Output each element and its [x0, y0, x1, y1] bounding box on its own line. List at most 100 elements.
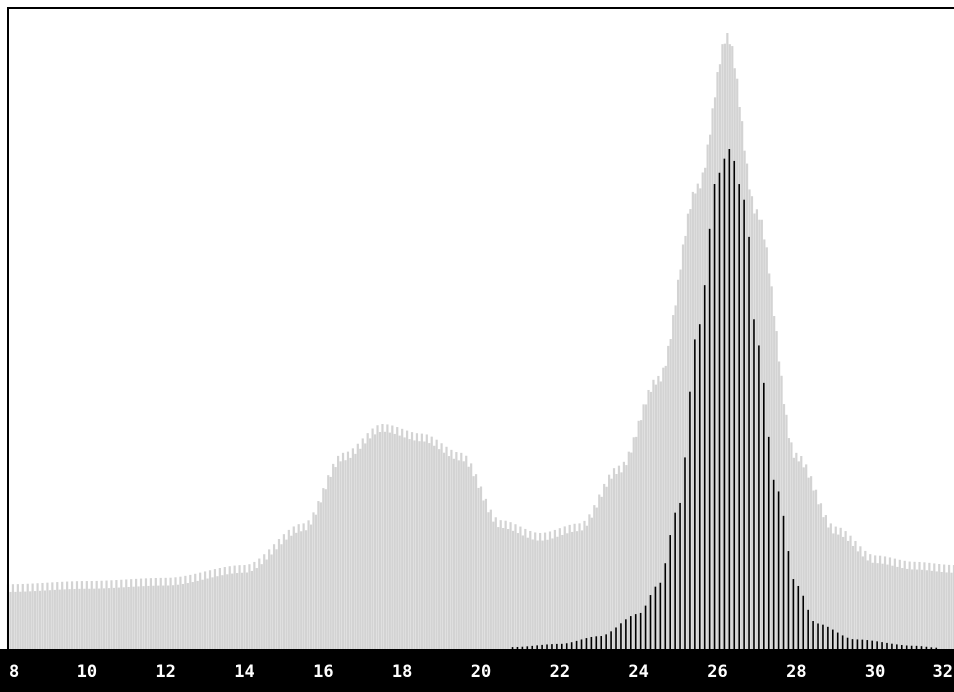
bar-all: [617, 465, 621, 649]
bar-all: [553, 529, 557, 649]
bar-selected: [812, 621, 814, 649]
bar-selected: [856, 639, 859, 649]
bar-all: [583, 520, 586, 649]
bar-all: [263, 554, 266, 649]
bar-selected: [767, 436, 770, 649]
bar-all: [608, 474, 611, 649]
bar-all: [127, 586, 130, 649]
bar-all: [600, 496, 603, 649]
bar-all: [139, 578, 143, 649]
bar-all: [250, 570, 253, 649]
bar-all: [745, 163, 749, 649]
bar-all: [588, 514, 591, 649]
bar-all: [304, 530, 308, 649]
bar-selected: [792, 579, 795, 649]
bar-selected: [511, 647, 514, 649]
bar-all: [667, 345, 670, 649]
bar-all: [63, 589, 66, 649]
bar-all: [265, 559, 268, 649]
bar-all: [819, 503, 823, 649]
x-tick-label: 20: [471, 662, 491, 682]
bar-selected: [930, 647, 933, 649]
bar-all: [642, 404, 645, 649]
x-tick-label: 24: [628, 662, 648, 682]
bar-all: [484, 498, 488, 649]
bar-selected: [585, 638, 588, 649]
bar-selected: [910, 645, 913, 649]
bar-all: [489, 509, 492, 649]
bar-all: [883, 556, 887, 649]
bar-selected: [610, 631, 612, 649]
bar-all: [849, 535, 852, 649]
bar-all: [519, 526, 522, 649]
bar-selected: [689, 391, 691, 649]
bar-selected: [541, 644, 543, 649]
bar-all: [524, 528, 527, 649]
bar-all: [430, 436, 433, 649]
bar-all: [901, 568, 904, 649]
bar-all: [413, 440, 416, 649]
bar-all: [822, 517, 825, 649]
bar-all: [61, 581, 64, 649]
bar-all: [285, 539, 288, 649]
bar-selected: [920, 646, 923, 649]
bar-all: [741, 121, 744, 649]
bar-selected: [694, 339, 696, 649]
bar-all: [435, 439, 438, 649]
bar-selected: [718, 172, 721, 649]
bar-all: [706, 144, 709, 649]
bar-selected: [600, 636, 603, 649]
bar-all: [543, 532, 547, 649]
bar-all: [425, 434, 428, 649]
bar-all: [11, 584, 15, 649]
bar-all: [933, 563, 936, 649]
bar-all: [696, 183, 699, 649]
bar-selected: [896, 644, 898, 649]
bar-all: [548, 531, 552, 649]
bar-all: [531, 539, 534, 649]
bar-all: [802, 467, 805, 649]
bar-all: [322, 488, 325, 649]
bar-all: [585, 525, 589, 649]
bar-all: [881, 563, 884, 649]
bar-all: [211, 577, 214, 649]
bar-selected: [615, 627, 617, 649]
bar-all: [837, 534, 840, 649]
bar-all: [189, 574, 192, 649]
bar-all: [142, 586, 145, 649]
bar-all: [797, 461, 800, 649]
bar-all: [652, 379, 655, 649]
bar-all: [295, 532, 298, 649]
bar-all: [760, 219, 763, 650]
bar-selected: [536, 645, 538, 649]
bar-selected: [649, 595, 652, 649]
bar-all: [856, 551, 860, 649]
bar-all: [499, 520, 502, 649]
bar-all: [317, 501, 320, 649]
bar-all: [238, 565, 241, 649]
bar-all: [83, 588, 86, 649]
bar-all: [467, 466, 470, 649]
bar-all: [632, 437, 635, 649]
bar-all: [75, 581, 79, 649]
bar-all: [580, 530, 584, 649]
bar-all: [98, 588, 101, 649]
bar-all: [911, 569, 914, 649]
bar-all: [736, 78, 739, 649]
bar-all: [26, 583, 29, 649]
bar-all: [676, 279, 680, 649]
bar-all: [502, 527, 505, 649]
bar-all: [807, 477, 810, 649]
bar-all: [494, 517, 497, 649]
bar-all: [509, 522, 512, 649]
bar-all: [888, 557, 892, 649]
bar-selected: [561, 643, 563, 649]
bar-all: [327, 475, 330, 649]
bar-all: [275, 549, 278, 649]
bar-all: [864, 550, 867, 649]
bar-all: [236, 573, 239, 649]
bar-all: [824, 515, 827, 649]
bar-all: [590, 517, 593, 649]
bar-all: [307, 520, 310, 649]
